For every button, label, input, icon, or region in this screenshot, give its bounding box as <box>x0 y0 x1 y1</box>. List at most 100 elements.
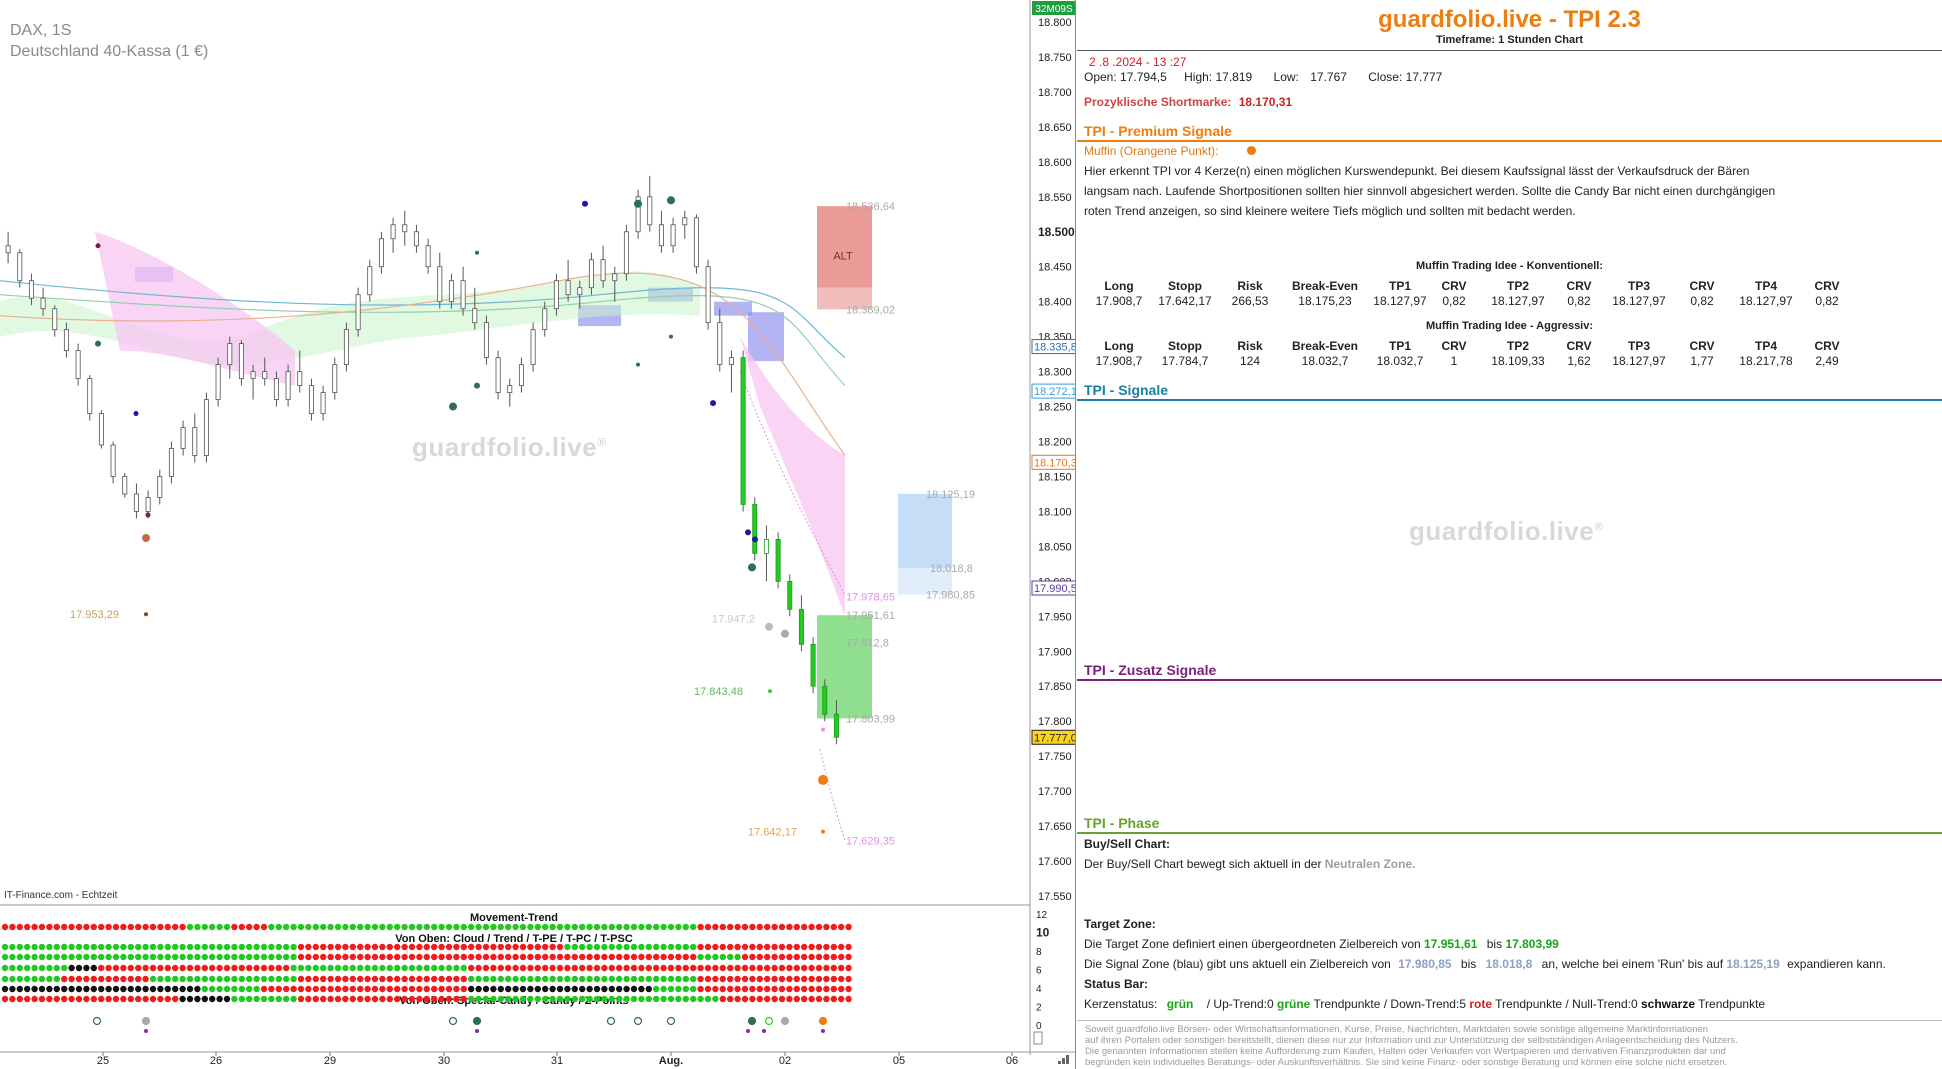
trend-dot <box>246 995 253 1003</box>
trend-dot <box>586 985 593 993</box>
trend-dot <box>460 953 467 961</box>
trend-dot <box>571 964 578 972</box>
trend-dot <box>120 985 127 993</box>
candle-body <box>728 357 734 366</box>
trend-dot <box>801 953 808 961</box>
trend-dot <box>786 975 793 983</box>
trend-dot <box>734 943 741 951</box>
trend-dot <box>475 975 482 983</box>
trend-dot <box>675 964 682 972</box>
indicator-panel: 12 10 8 6 4 2 0 Movement-Trend Von Oben: Cloud /… <box>1 910 1050 1045</box>
trend-dot <box>616 943 623 951</box>
trend-dot <box>127 975 134 983</box>
trend-dot <box>564 953 571 961</box>
trend-dot <box>386 985 393 993</box>
trend-dot <box>830 964 837 972</box>
trend-dot <box>801 923 808 931</box>
table-cell: 1,62 <box>1567 353 1591 368</box>
trend-dot <box>416 923 423 931</box>
alt-label: ALT <box>833 251 853 263</box>
trend-dot <box>556 985 564 993</box>
table-cell: 18.127,97 <box>1373 293 1427 308</box>
trend-dot <box>275 995 282 1003</box>
trend-dot <box>712 964 719 972</box>
trend-dot <box>838 943 845 951</box>
candle-body <box>122 476 128 495</box>
time-tick-label: 31 <box>551 1055 563 1067</box>
trend-dot <box>838 985 845 993</box>
table-cell: 0,82 <box>1690 293 1714 308</box>
trend-dot <box>660 943 667 951</box>
price-chart[interactable]: ALT 18.536,6418.389,0218.125,1918.018,81… <box>0 0 1075 1069</box>
trend-dot <box>505 953 512 961</box>
trend-dot <box>697 923 704 931</box>
trend-dot <box>727 923 734 931</box>
trend-dot <box>660 985 667 993</box>
trend-dot <box>830 923 837 931</box>
trend-dot <box>334 943 342 951</box>
table-cell: 2,49 <box>1815 353 1839 368</box>
price-tick-label: 18.450 <box>1038 262 1072 274</box>
trend-dot <box>53 943 60 951</box>
candle-body <box>448 280 454 303</box>
trend-dot <box>408 943 416 951</box>
trend-dot <box>305 923 312 931</box>
trend-dot <box>297 953 305 961</box>
trend-dot <box>468 953 475 961</box>
trend-dot <box>401 985 408 993</box>
trend-dot <box>24 964 31 972</box>
trend-dot <box>542 995 549 1003</box>
trend-dot <box>630 964 638 972</box>
chart-pane[interactable]: ALT 18.536,64 18.389,02 18.125,19 18.018,8 1… <box>0 0 1076 1069</box>
trend-dot <box>379 975 386 983</box>
trend-dot <box>801 995 808 1003</box>
trend-dot <box>497 964 504 972</box>
trend-dot <box>638 975 645 983</box>
trend-dot <box>349 985 356 993</box>
trend-dot <box>46 985 53 993</box>
trend-dot <box>98 995 105 1003</box>
candle-body <box>168 448 174 477</box>
trend-dot <box>623 964 630 972</box>
table-header-cell: TP3 <box>1627 338 1650 353</box>
trend-dot <box>490 923 497 931</box>
trend-dot <box>482 985 490 993</box>
trend-dot <box>371 964 379 972</box>
trend-dot <box>667 964 675 972</box>
trend-dot <box>845 995 852 1003</box>
trend-dot <box>201 964 208 972</box>
trend-dot <box>475 923 482 931</box>
trend-dot <box>253 995 260 1003</box>
trend-dot <box>438 975 445 983</box>
table-header-cell: Risk <box>1237 278 1263 293</box>
trend-dot <box>586 995 593 1003</box>
signal-text-b: an, welche bei einem 'Run' bis auf <box>1541 957 1724 971</box>
trend-dot <box>305 953 312 961</box>
candle-body <box>40 297 46 310</box>
idea-konv-title: Muffin Trading Idee - Konventionell: <box>1416 260 1603 272</box>
trend-dot <box>623 995 630 1003</box>
trail-line <box>739 371 846 596</box>
trend-dot <box>349 975 356 983</box>
settings-icon <box>1058 1055 1069 1064</box>
trend-dot <box>9 964 16 972</box>
ma-line-blue <box>0 280 846 359</box>
trend-dot <box>9 953 16 961</box>
trend-dot <box>549 975 556 983</box>
trend-dot <box>90 975 98 983</box>
trend-dot <box>120 923 127 931</box>
trend-dot <box>112 985 120 993</box>
trend-dot <box>608 964 615 972</box>
trend-dot <box>283 923 290 931</box>
trend-dot <box>608 975 615 983</box>
trend-dot <box>653 995 660 1003</box>
time-tick-label: 06 <box>1006 1055 1018 1067</box>
candle-body <box>215 364 221 400</box>
trend-dot <box>90 923 98 931</box>
trend-dot <box>334 923 342 931</box>
trend-dot <box>349 995 356 1003</box>
trend-dot <box>260 964 268 972</box>
price-tick-label: 17.900 <box>1038 646 1072 658</box>
trend-dot <box>778 995 786 1003</box>
candle-body <box>5 245 11 254</box>
